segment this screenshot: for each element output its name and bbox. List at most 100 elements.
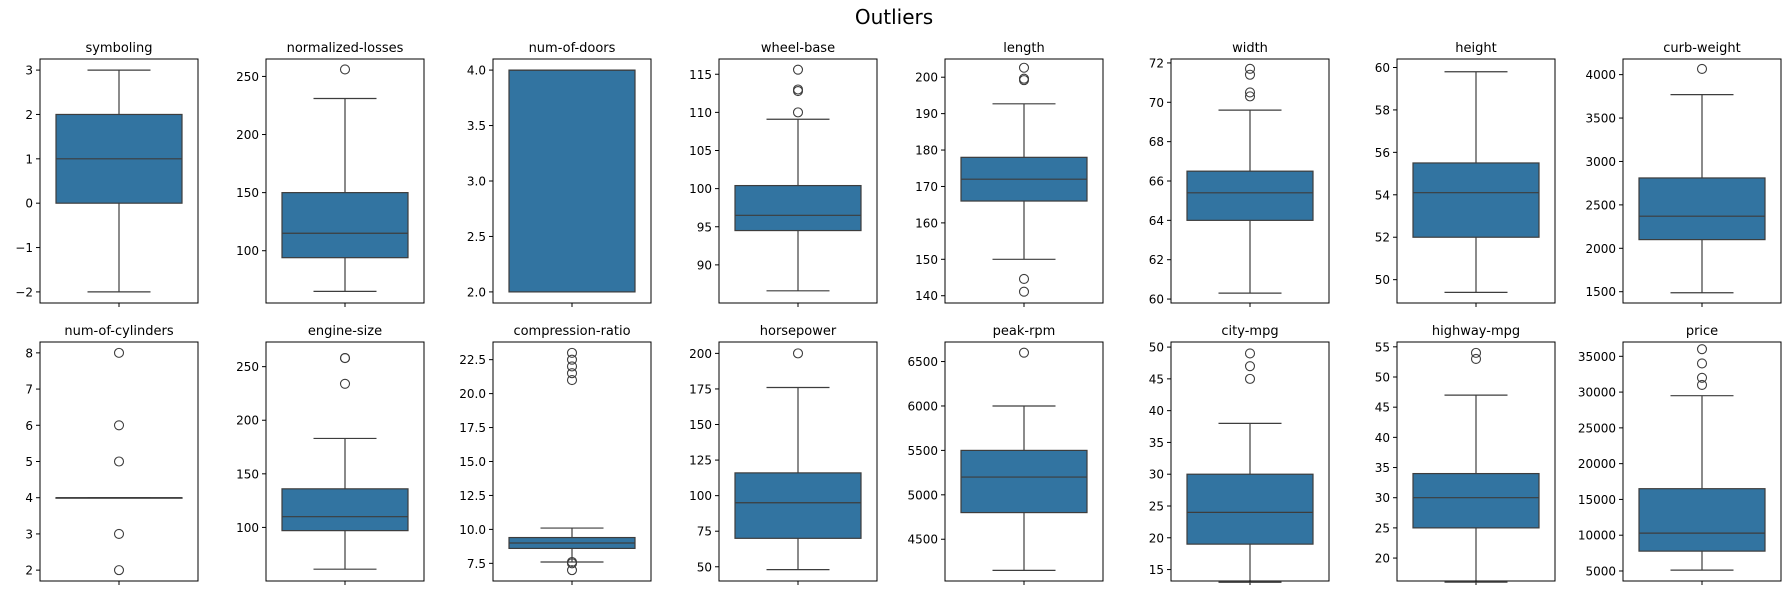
axes-frame	[1170, 341, 1330, 582]
y-tick-label: 50	[1149, 341, 1164, 355]
subplot-title: city-mpg	[1221, 324, 1278, 339]
outlier-point	[339, 353, 351, 364]
figure-title: Outliers	[855, 5, 933, 29]
outlier-point	[566, 368, 578, 379]
outlier-point	[1696, 358, 1708, 369]
y-tick-label: 150	[915, 253, 938, 267]
y-tick-label: 35	[1375, 461, 1390, 475]
subplot-compression-ratio: compression-ratio 7.5 10.0 12.5 15.0 17.5 20.0…	[459, 324, 652, 585]
outlier-point	[113, 528, 125, 539]
outlier-point	[1470, 347, 1482, 358]
outlier-point	[1696, 63, 1708, 74]
outlier-point	[113, 347, 125, 358]
y-tick-label: 3.0	[467, 175, 486, 189]
y-tick-label: 20	[1375, 552, 1390, 566]
axes-frame	[1170, 58, 1330, 304]
y-tick-label: 40	[1375, 431, 1390, 445]
axes-frame	[718, 58, 878, 304]
y-tick-label: 140	[915, 289, 938, 303]
y-tick-label: 5	[25, 455, 33, 469]
y-tick-label: 20000	[1578, 457, 1616, 471]
subplot-width: width 60 62 64 66 68 70 72	[1149, 41, 1330, 307]
y-tick-label: 4000	[1585, 68, 1616, 82]
subplot-wheel-base: wheel-base 90 95 100 105 110 115	[689, 41, 878, 307]
subplot-title: height	[1455, 41, 1496, 56]
outlier-point	[1244, 361, 1256, 372]
y-tick-label: 40	[1149, 404, 1164, 418]
y-tick-label: 12.5	[459, 489, 486, 503]
y-tick-label: 66	[1149, 175, 1164, 189]
outlier-point	[1244, 87, 1256, 98]
y-tick-label: 58	[1375, 103, 1390, 117]
y-tick-label: 20.0	[459, 387, 486, 401]
subplot-curb-weight: curb-weight 1500 2000 2500 3000 3500 4000	[1585, 41, 1782, 307]
y-tick-label: 6	[25, 419, 33, 433]
y-tick-label: 52	[1375, 231, 1390, 245]
axes-frame	[39, 58, 199, 304]
outlier-point	[113, 420, 125, 431]
outlier-point	[339, 64, 351, 75]
outlier-point	[566, 347, 578, 358]
subplot-horsepower: horsepower 50 75 100 125 150 175 200	[689, 324, 878, 585]
axes-frame	[492, 341, 652, 582]
outlier-point	[1018, 273, 1030, 285]
outlier-point	[1244, 373, 1256, 384]
box-iqr	[1638, 177, 1766, 241]
subplot-symboling: symboling −2 −1 0 1 2 3	[15, 41, 199, 307]
y-tick-label: 25000	[1578, 421, 1616, 435]
y-tick-label: 125	[689, 454, 712, 468]
y-tick-label: 6500	[907, 355, 938, 369]
y-tick-label: 56	[1375, 146, 1390, 160]
y-tick-label: 5000	[1585, 564, 1616, 578]
y-tick-label: 1	[25, 152, 33, 166]
y-tick-label: 100	[689, 182, 712, 196]
y-tick-label: 200	[236, 414, 259, 428]
subplot-height: height 50 52 54 56 58 60	[1375, 41, 1556, 307]
subplot-length: length 140 150 160 170 180 190 200	[915, 41, 1104, 307]
y-tick-label: 6000	[907, 399, 938, 413]
outlier-point	[339, 378, 351, 389]
box-iqr	[508, 69, 636, 293]
outlier-point	[1696, 344, 1708, 355]
y-tick-label: 30	[1375, 491, 1390, 505]
box-iqr	[281, 192, 409, 259]
y-tick-label: 250	[236, 70, 259, 84]
axes-frame	[1622, 341, 1782, 582]
outlier-point	[113, 456, 125, 467]
subplot-title: curb-weight	[1663, 41, 1741, 56]
box-iqr	[734, 472, 862, 539]
subplot-title: horsepower	[760, 324, 837, 339]
y-tick-label: 35000	[1578, 350, 1616, 364]
outlier-point	[1018, 73, 1030, 84]
y-tick-label: 200	[236, 128, 259, 142]
axes-frame	[944, 341, 1104, 582]
subplot-title: symboling	[85, 41, 152, 56]
y-tick-label: 45	[1149, 372, 1164, 386]
y-tick-label: −1	[15, 241, 33, 255]
subplot-title: num-of-doors	[529, 41, 616, 56]
subplot-title: num-of-cylinders	[64, 324, 173, 339]
y-tick-label: 50	[1375, 371, 1390, 385]
y-tick-label: 150	[236, 186, 259, 200]
box-iqr	[1186, 170, 1314, 221]
outlier-point	[792, 84, 804, 95]
y-tick-label: 115	[689, 68, 712, 82]
y-tick-label: 7	[25, 383, 33, 397]
y-tick-label: 200	[689, 347, 712, 361]
y-tick-label: 160	[915, 216, 938, 230]
y-tick-label: 180	[915, 144, 938, 158]
outlier-point	[1244, 348, 1256, 359]
outlier-point	[1018, 286, 1030, 297]
y-tick-label: 68	[1149, 135, 1164, 149]
outlier-point	[566, 556, 578, 568]
y-tick-label: 55	[1375, 340, 1390, 354]
y-tick-label: 3	[25, 527, 33, 541]
box-iqr	[1186, 473, 1314, 545]
y-tick-label: 150	[689, 418, 712, 432]
subplot-city-mpg: city-mpg 15 20 25 30 35 40 45 50	[1149, 324, 1330, 585]
subplot-title: highway-mpg	[1432, 324, 1520, 339]
y-tick-label: 20	[1149, 531, 1164, 545]
y-tick-label: 100	[236, 244, 259, 258]
subplot-num-of-cylinders: num-of-cylinders 2 3 4 5 6 7 8	[25, 324, 199, 585]
y-tick-label: 25	[1149, 499, 1164, 513]
